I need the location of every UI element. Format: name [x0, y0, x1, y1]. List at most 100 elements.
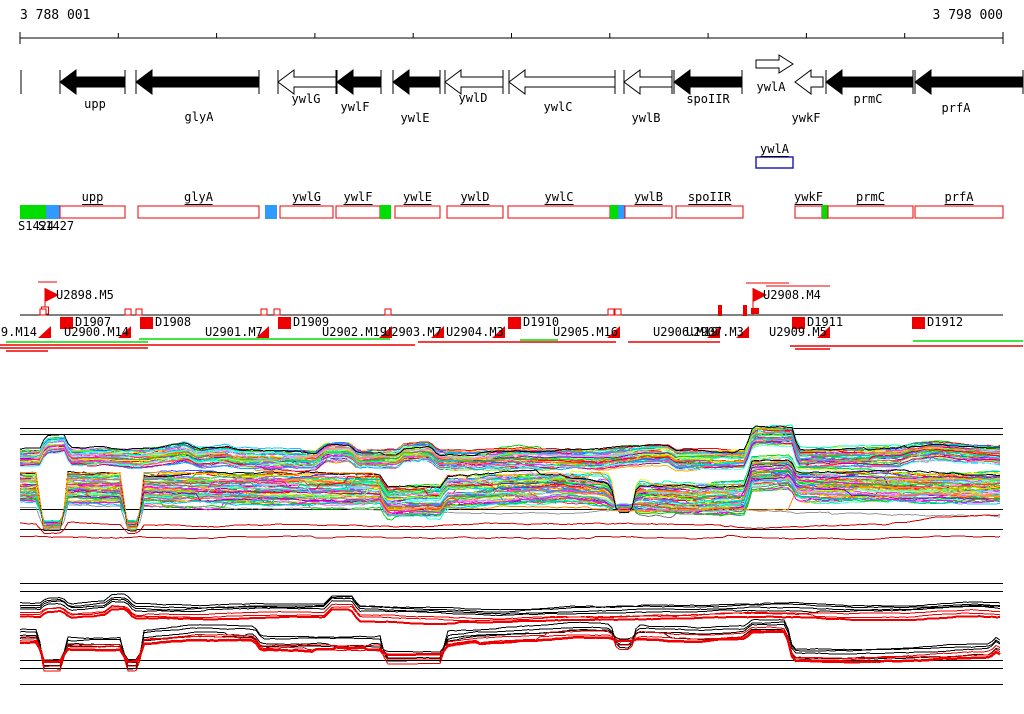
- expression-trace: [19, 486, 1001, 524]
- expression-trace: [19, 606, 1001, 622]
- ruler-start-coordinate: 3 788 001: [20, 8, 91, 23]
- signal-label-S1424: S1424: [18, 219, 55, 233]
- green-segment-box[interactable]: [380, 205, 391, 219]
- probe-marker-D1907[interactable]: [60, 317, 73, 329]
- gene-label-ywlB: ywlB: [631, 111, 661, 125]
- operon-box-prmC[interactable]: [827, 205, 914, 219]
- probe-label-U2899.M14[interactable]: U2899.M14: [0, 325, 38, 339]
- blue-segment-box[interactable]: [46, 205, 60, 219]
- probe-label-U2906.M19[interactable]: U2906.M19: [653, 325, 719, 339]
- gene-arrow-ywlF[interactable]: [336, 69, 382, 95]
- probe-triangle-U2904.M3: [492, 326, 505, 338]
- operon-box-upp[interactable]: [59, 205, 126, 219]
- gene-arrow-prmC[interactable]: [825, 69, 914, 95]
- green-segment-box[interactable]: [610, 205, 618, 219]
- gene-arrow-prfA[interactable]: [914, 69, 1024, 95]
- gene-arrow-upp[interactable]: [59, 69, 126, 95]
- probe-triangle-U2907.M3: [736, 326, 749, 338]
- probe-marker-D1910[interactable]: [508, 317, 521, 329]
- probe-boundary-square: [614, 308, 622, 316]
- gene-label-ywlF: ywlF: [340, 100, 370, 114]
- gene-label-ywlC: ywlC: [543, 100, 573, 114]
- green-segment-box[interactable]: [822, 205, 828, 219]
- gene-label-ywlG: ywlG: [291, 92, 321, 106]
- gene-arrow-ywkF[interactable]: [794, 69, 824, 95]
- expression-trace: [19, 607, 1001, 626]
- green-segment-box[interactable]: [20, 205, 46, 219]
- probe-flag-U2908.M4[interactable]: [753, 288, 767, 302]
- operon-box-ywlE[interactable]: [394, 205, 441, 219]
- gene-label-spoIIR: spoIIR: [686, 92, 730, 106]
- operon-box-prfA[interactable]: [914, 205, 1004, 219]
- gene-arrow-ywlA[interactable]: [755, 54, 794, 74]
- probe-label-U2902.M19[interactable]: U2902.M19: [322, 325, 388, 339]
- operon-box-glyA[interactable]: [137, 205, 260, 219]
- operon-label-ywlG: ywlG: [292, 190, 321, 205]
- expression-trace: [19, 593, 1001, 611]
- probe-label-U2908.M4[interactable]: U2908.M4: [763, 288, 821, 302]
- expression-trace: [19, 596, 1001, 613]
- expression-outlier-trace: [19, 504, 1001, 531]
- expression-trace: [19, 483, 1001, 523]
- blue-segment-box[interactable]: [265, 205, 277, 219]
- expression-trace: [19, 629, 1001, 667]
- probe-label-U2909.M5[interactable]: U2909.M5: [769, 325, 827, 339]
- gene-label-ywlE: ywlE: [400, 111, 430, 125]
- probe-label-D1910[interactable]: D1910: [523, 315, 560, 329]
- probe-label-U2900.M14[interactable]: U2900.M14: [64, 325, 130, 339]
- probe-marker-D1911[interactable]: [792, 317, 805, 329]
- operon-box-ywlF[interactable]: [335, 205, 381, 219]
- probe-boundary-square: [135, 308, 143, 316]
- gene-arrow-glyA[interactable]: [135, 69, 260, 95]
- gene-label-upp: upp: [84, 97, 106, 111]
- probe-label-U2898.M5[interactable]: U2898.M5: [56, 288, 114, 302]
- gene-arrow-ywlC[interactable]: [508, 69, 616, 95]
- operon-box-ywlC[interactable]: [507, 205, 611, 219]
- probe-boundary-square: [39, 308, 47, 316]
- operon-box-spoIIR[interactable]: [675, 205, 744, 219]
- operon-label-prfA: prfA: [944, 190, 974, 205]
- expression-trace: [19, 603, 1001, 620]
- expression-panel-selected-conditions[interactable]: [20, 583, 1003, 684]
- probe-flag-U2898.M5[interactable]: [45, 288, 59, 302]
- gene-label-prmC: prmC: [853, 92, 883, 106]
- gene-arrow-ywlG[interactable]: [277, 69, 337, 95]
- operon-box-ywlG[interactable]: [279, 205, 334, 219]
- operon-label-ywlC: ywlC: [544, 190, 574, 205]
- expression-trace: [19, 442, 1001, 471]
- probe-label-D1909[interactable]: D1909: [293, 315, 330, 329]
- expression-trace: [19, 435, 1001, 465]
- probe-label-U2904.M3[interactable]: U2904.M3: [446, 325, 504, 339]
- gene-label-ywlA: ywlA: [756, 80, 786, 94]
- gene-arrow-spoIIR[interactable]: [673, 69, 743, 95]
- expression-trace: [19, 618, 1001, 670]
- operon-label-ywlB: ywlB: [634, 190, 663, 205]
- annotation-box-ywlA[interactable]: [755, 156, 794, 169]
- probe-label-D1908[interactable]: D1908: [155, 315, 192, 329]
- probe-label-U2903.M7[interactable]: U2903.M7: [384, 325, 442, 339]
- probe-marker-D1908[interactable]: [140, 317, 153, 329]
- probe-boundary-square: [273, 308, 281, 316]
- probe-label-D1912[interactable]: D1912: [927, 315, 964, 329]
- probe-label-D1907[interactable]: D1907: [75, 315, 112, 329]
- gene-arrow-ywlE[interactable]: [392, 69, 441, 95]
- probe-triangle-U2902.M19: [379, 326, 392, 338]
- expression-trace: [19, 621, 1001, 667]
- probe-label-U2901.M7[interactable]: U2901.M7: [205, 325, 263, 339]
- operon-box-ywkF[interactable]: [794, 205, 823, 219]
- probe-marker-D1909[interactable]: [278, 317, 291, 329]
- probe-triangle-U2906.M19: [707, 326, 720, 338]
- operon-box-ywlB[interactable]: [624, 205, 673, 219]
- expression-panel-all-conditions[interactable]: [20, 428, 1003, 529]
- probe-label-U2905.M16[interactable]: U2905.M16: [553, 325, 619, 339]
- gene-arrow-ywlB[interactable]: [623, 69, 673, 95]
- probe-boundary-square: [124, 308, 132, 316]
- expression-outlier-trace: [19, 471, 1001, 529]
- blue-segment-box[interactable]: [618, 205, 625, 219]
- probe-label-U2907.M3[interactable]: U2907.M3: [686, 325, 744, 339]
- expression-envelope-trace: [19, 459, 1001, 532]
- probe-label-D1911[interactable]: D1911: [807, 315, 844, 329]
- probe-marker-D1912[interactable]: [912, 317, 925, 329]
- operon-box-ywlD[interactable]: [446, 205, 504, 219]
